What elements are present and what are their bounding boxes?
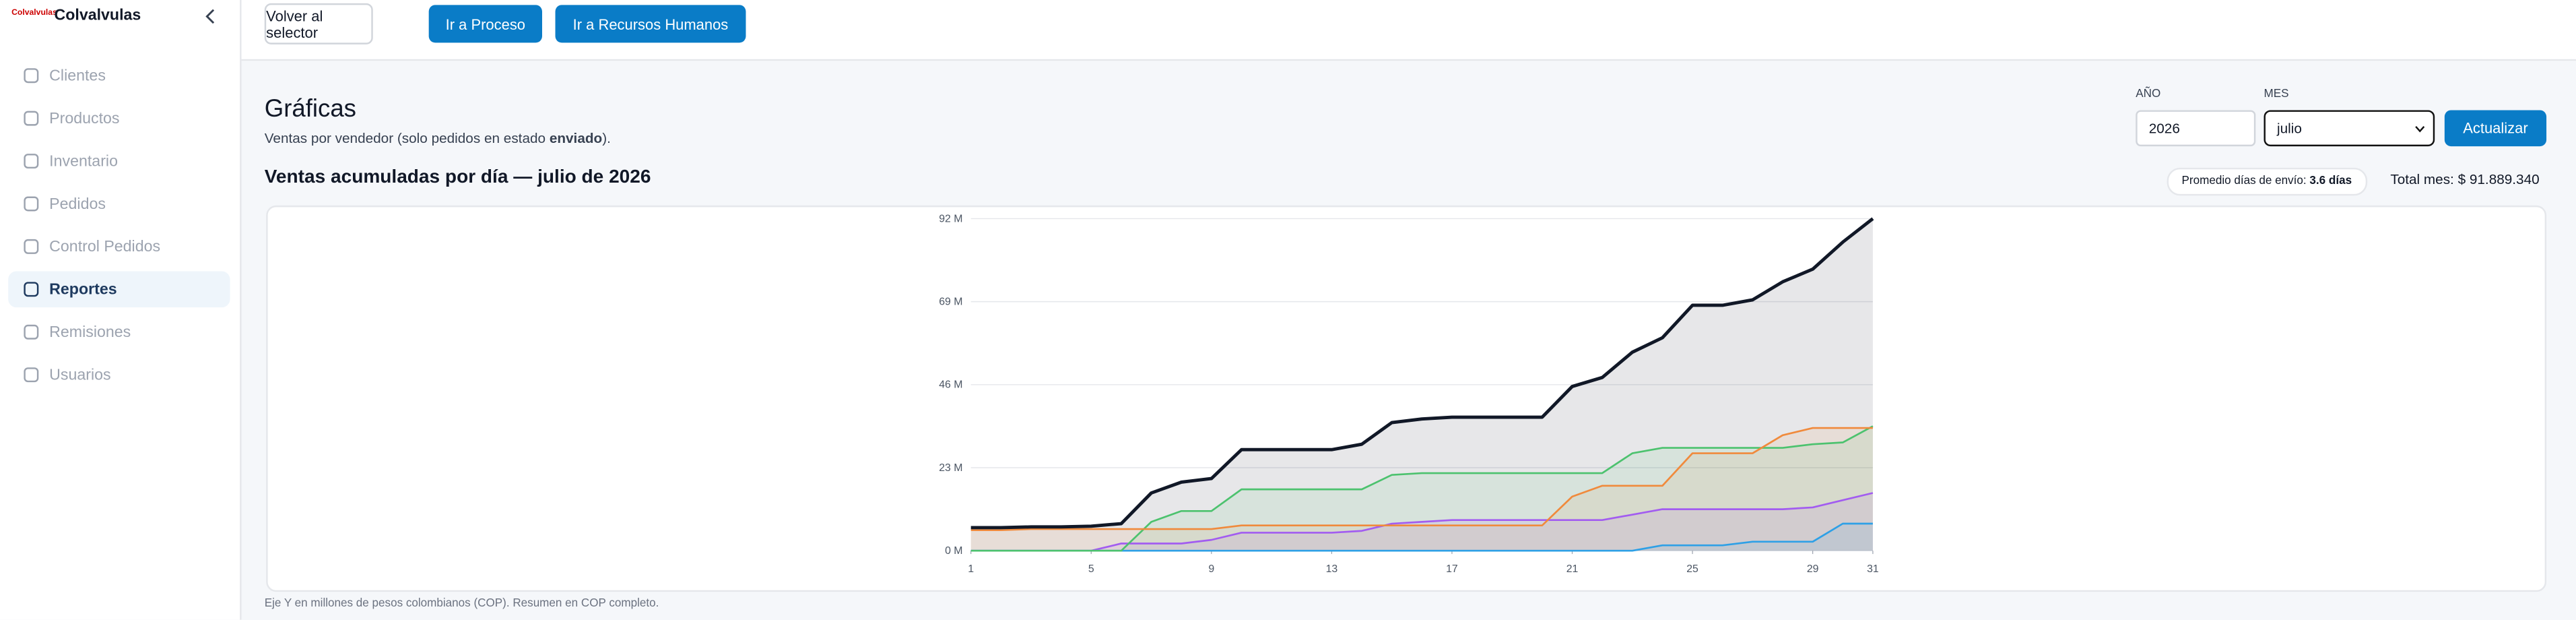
series-area xyxy=(970,524,1873,551)
nav-item[interactable]: Clientes xyxy=(8,57,230,94)
nav-icon xyxy=(24,239,39,254)
nav-icon xyxy=(24,196,39,212)
year-label: AÑO xyxy=(2136,88,2161,100)
x-tick-label: 29 xyxy=(1807,563,1819,575)
series-line xyxy=(970,217,1874,530)
page-title: Gráficas xyxy=(264,95,357,123)
nav-label: Pedidos xyxy=(49,195,106,213)
subtitle: Ventas por vendedor (solo pedidos en est… xyxy=(265,130,611,146)
brand: Colvalvulas xyxy=(54,6,141,25)
y-tick-label: 69 M xyxy=(939,297,962,308)
nav-item[interactable]: Remisiones xyxy=(8,314,230,350)
nav-icon xyxy=(24,282,39,297)
collapse-button[interactable] xyxy=(202,8,218,24)
avg-badge: Promedio días de envío: 3.6 días xyxy=(2167,167,2367,196)
nav-label: Usuarios xyxy=(49,365,111,384)
year-input[interactable]: 2026 xyxy=(2136,110,2256,147)
month-value: julio xyxy=(2277,120,2302,137)
footnote: Eje Y en millones de pesos colombianos (… xyxy=(264,598,659,611)
hr-button[interactable]: Ir a Recursos Humanos xyxy=(555,5,746,43)
subtitle-end: ). xyxy=(602,129,611,147)
nav-item[interactable]: Control Pedidos xyxy=(8,228,230,265)
topbar: Volver al selector Ir a Proceso Ir a Rec… xyxy=(241,0,2576,61)
nav-icon xyxy=(24,68,39,84)
total: Total mes: $ 91.889.340 xyxy=(2390,170,2540,188)
y-tick-label: 46 M xyxy=(939,379,962,391)
nav-item[interactable]: Inventario xyxy=(8,143,230,179)
nav-label: Clientes xyxy=(49,66,106,85)
x-tick-label: 31 xyxy=(1867,563,1879,575)
x-tick-label: 25 xyxy=(1686,563,1698,575)
series-line xyxy=(970,425,1874,552)
sidebar: Colvalvulas Colvalvulas Clientes Producto… xyxy=(0,0,242,620)
nav-icon xyxy=(24,324,39,340)
nav-icon xyxy=(24,111,39,126)
x-tick-label: 9 xyxy=(1208,563,1214,575)
avg-label: Promedio días de envío: xyxy=(2181,176,2307,188)
avg-value: 3.6 días xyxy=(2309,176,2352,188)
nav-icon xyxy=(24,367,39,383)
nav-label: Productos xyxy=(49,109,120,128)
nav-item[interactable]: Productos xyxy=(8,100,230,137)
month-select[interactable]: julio xyxy=(2264,110,2435,147)
subtitle-text: Ventas por vendedor (solo pedidos en est… xyxy=(264,129,550,147)
nav-label: Inventario xyxy=(49,152,118,170)
update-button[interactable]: Actualizar xyxy=(2444,110,2547,147)
x-tick-label: 5 xyxy=(1088,563,1094,575)
nav-label: Remisiones xyxy=(49,323,131,342)
nav-item[interactable]: Usuarios xyxy=(8,356,230,393)
x-tick-label: 1 xyxy=(968,563,974,575)
series-area xyxy=(970,218,1873,551)
month-label: MES xyxy=(2264,88,2289,100)
series-line xyxy=(970,427,1873,532)
nav-item[interactable]: Reportes xyxy=(8,271,230,308)
y-tick-label: 23 M xyxy=(939,462,962,474)
back-button[interactable]: Volver al selector xyxy=(264,3,373,44)
y-tick-label: 92 M xyxy=(939,213,962,224)
y-tick-label: 0 M xyxy=(945,545,962,557)
process-button[interactable]: Ir a Proceso xyxy=(428,5,543,43)
series-area xyxy=(970,428,1873,551)
nav-label: Control Pedidos xyxy=(49,237,161,256)
x-tick-label: 17 xyxy=(1446,563,1458,575)
nav-item[interactable]: Pedidos xyxy=(8,186,230,222)
series-line xyxy=(970,492,1874,552)
logo: Colvalvulas xyxy=(11,8,57,18)
subtitle-bold: enviado xyxy=(549,129,603,147)
chevron xyxy=(2415,126,2425,133)
nav-label: Reportes xyxy=(49,280,117,299)
chart-card xyxy=(266,205,2547,592)
series-area xyxy=(970,426,1873,551)
chart-title: Ventas acumuladas por día — julio de 202… xyxy=(264,167,651,188)
x-tick-label: 13 xyxy=(1326,563,1338,575)
nav-icon xyxy=(24,154,39,169)
x-tick-label: 21 xyxy=(1566,563,1579,575)
